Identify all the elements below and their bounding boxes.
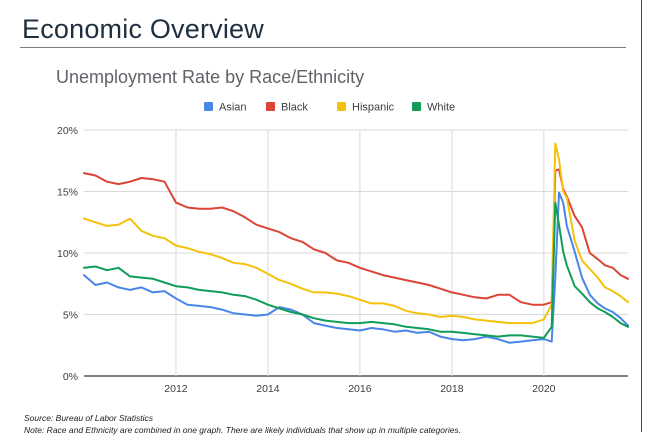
x-tick-label: 2014 bbox=[256, 383, 280, 395]
chart-axis-ticks: 0% 5% 10% 15% 20% 2012 2014 2016 2018 2020 bbox=[57, 125, 556, 395]
slide-edge-divider bbox=[641, 0, 642, 432]
series-line-black bbox=[83, 168, 629, 306]
series-line-hispanic bbox=[83, 142, 629, 325]
legend-swatch-white bbox=[412, 102, 421, 111]
y-tick-label: 0% bbox=[63, 371, 78, 383]
legend-label-hispanic: Hispanic bbox=[352, 102, 395, 114]
legend-label-black: Black bbox=[281, 102, 308, 114]
legend-label-asian: Asian bbox=[219, 102, 247, 114]
x-tick-label: 2018 bbox=[440, 383, 464, 395]
y-tick-label: 10% bbox=[57, 248, 78, 260]
series-line-asian bbox=[83, 191, 629, 344]
chart-title: Unemployment Rate by Race/Ethnicity bbox=[56, 67, 364, 87]
x-tick-label: 2016 bbox=[348, 383, 372, 395]
chart-grid bbox=[84, 129, 628, 377]
footnote: Note: Race and Ethnicity are combined in… bbox=[24, 425, 462, 435]
x-tick-label: 2020 bbox=[532, 383, 556, 395]
y-tick-label: 15% bbox=[57, 187, 78, 199]
chart-series bbox=[83, 142, 629, 344]
chart-legend: Asian Black Hispanic White bbox=[204, 102, 455, 114]
legend-swatch-black bbox=[266, 102, 275, 111]
y-tick-label: 5% bbox=[63, 310, 78, 322]
title-divider bbox=[20, 47, 626, 48]
legend-label-white: White bbox=[427, 102, 455, 114]
page-title: Economic Overview bbox=[22, 14, 264, 44]
x-tick-label: 2012 bbox=[164, 383, 188, 395]
source-note: Source: Bureau of Labor Statistics bbox=[24, 413, 153, 423]
series-line-white bbox=[83, 201, 629, 339]
legend-swatch-asian bbox=[204, 102, 213, 111]
y-tick-label: 20% bbox=[57, 125, 78, 137]
legend-swatch-hispanic bbox=[337, 102, 346, 111]
